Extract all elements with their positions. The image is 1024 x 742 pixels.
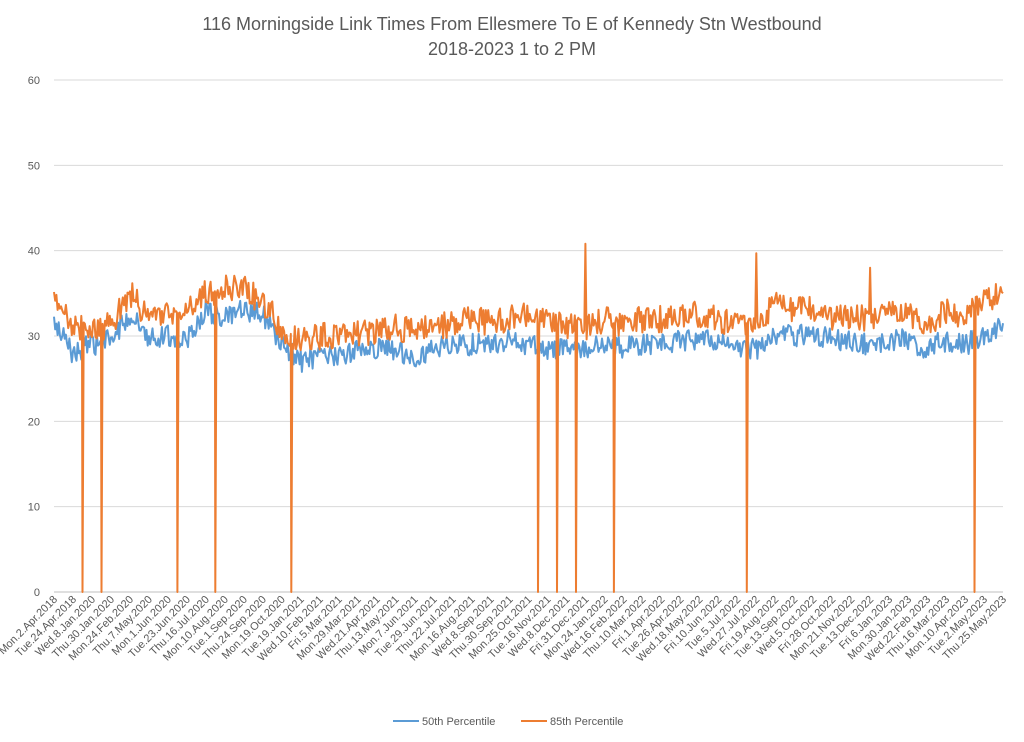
series-line-p50 xyxy=(53,298,1004,373)
legend: 50th Percentile 85th Percentile xyxy=(393,716,623,728)
y-tick-label: 20 xyxy=(28,416,40,428)
y-tick-label: 0 xyxy=(34,587,40,599)
legend-label: 50th Percentile xyxy=(422,716,495,728)
y-tick-label: 30 xyxy=(28,331,40,343)
y-tick-label: 40 xyxy=(28,246,40,258)
y-tick-label: 10 xyxy=(28,502,40,514)
series-line-p85 xyxy=(53,242,1004,593)
y-tick-label: 60 xyxy=(28,75,40,87)
y-tick-label: 50 xyxy=(28,160,40,172)
y-axis-ticks: 0 10 20 30 40 50 60 xyxy=(28,75,40,599)
chart-title: 116 Morningside Link Times From Ellesmer… xyxy=(202,14,821,34)
plot-series xyxy=(53,242,1004,593)
x-axis-ticks: Mon.2.Apr.2018Tue.24.Apr.2018Wed.8.Jan.2… xyxy=(0,594,1009,665)
gridlines xyxy=(54,79,1003,593)
chart-subtitle: 2018-2023 1 to 2 PM xyxy=(428,39,596,59)
legend-label: 85th Percentile xyxy=(550,716,623,728)
